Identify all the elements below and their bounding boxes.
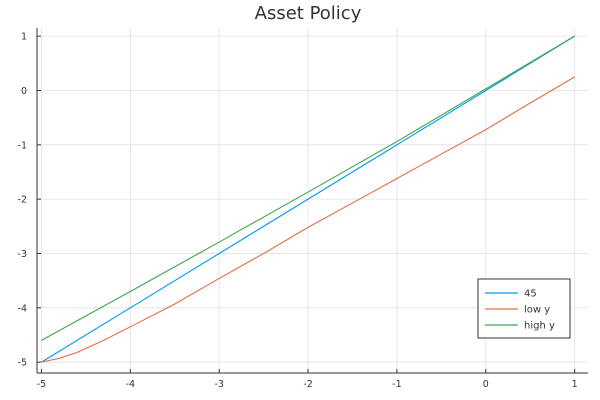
y-tick-label: 0	[21, 86, 27, 97]
y-tick-label: -4	[18, 303, 27, 314]
x-tick-label: -3	[214, 379, 223, 390]
series-line-high-y	[41, 35, 575, 341]
x-tick-label: -4	[126, 379, 135, 390]
series-line-45	[41, 35, 575, 363]
y-axis-ticks: -5 -4 -3 -2 -1 0 1	[18, 32, 41, 369]
y-tick-label: -1	[18, 140, 27, 151]
x-tick-label: -2	[303, 379, 312, 390]
legend-label-45: 45	[524, 289, 537, 300]
grid	[37, 28, 588, 373]
legend: 45 low y high y	[477, 278, 571, 339]
x-tick-label: -1	[392, 379, 401, 390]
x-tick-label: -5	[37, 379, 46, 390]
series-lines	[41, 35, 575, 363]
x-axis-ticks: -5 -4 -3 -2 -1 0 1	[37, 369, 578, 390]
y-tick-label: 1	[21, 32, 27, 43]
legend-label-low-y: low y	[524, 305, 550, 316]
y-tick-label: -2	[18, 195, 27, 206]
legend-label-high-y: high y	[524, 321, 555, 332]
legend-box	[477, 278, 571, 339]
x-tick-label: 0	[483, 379, 489, 390]
chart-title: Asset Policy	[255, 3, 362, 24]
y-tick-label: -3	[18, 249, 27, 260]
axes	[36, 28, 588, 374]
series-line-low-y	[41, 76, 575, 363]
x-tick-label: 1	[572, 379, 578, 390]
y-tick-label: -5	[18, 358, 27, 369]
